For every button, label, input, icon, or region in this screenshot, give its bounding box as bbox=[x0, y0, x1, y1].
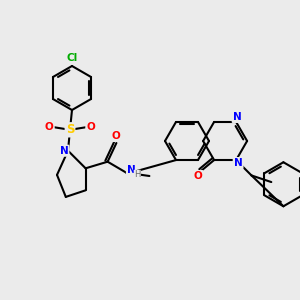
Text: H: H bbox=[134, 170, 140, 179]
Text: O: O bbox=[86, 122, 95, 132]
Text: O: O bbox=[111, 131, 120, 141]
Text: N: N bbox=[60, 146, 68, 156]
Text: O: O bbox=[194, 171, 202, 181]
Text: O: O bbox=[45, 122, 54, 132]
Text: S: S bbox=[66, 123, 74, 136]
Text: Cl: Cl bbox=[66, 53, 78, 63]
Text: N: N bbox=[233, 112, 242, 122]
Text: N: N bbox=[234, 158, 242, 168]
Text: N: N bbox=[127, 165, 136, 175]
